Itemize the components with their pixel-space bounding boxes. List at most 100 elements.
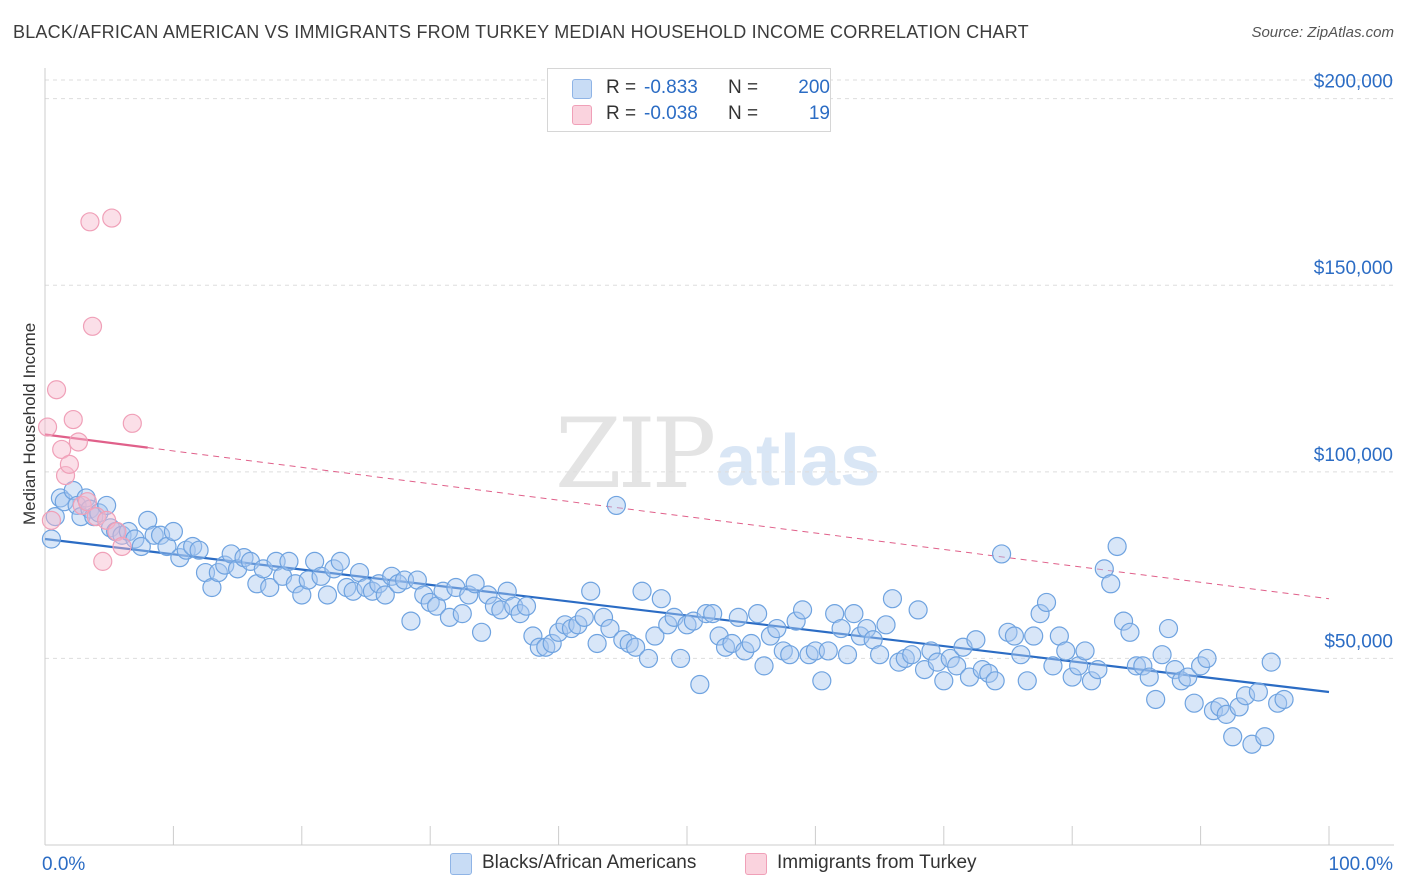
grid-lines [45, 79, 1394, 659]
data-point-blacks [869, 645, 890, 665]
data-point-blacks [523, 626, 543, 646]
data-point-blacks [144, 525, 164, 545]
data-point-blacks [330, 551, 350, 571]
data-point-blacks [324, 559, 344, 579]
legend-r-value: -0.038 [644, 103, 698, 124]
data-point-turkey [52, 439, 72, 460]
legend-swatch-blacks [572, 79, 592, 99]
data-point-blacks [1030, 604, 1050, 624]
y-axis-label: Median Household Income [20, 322, 39, 525]
data-point-blacks [1261, 652, 1281, 672]
data-point-blacks [1190, 656, 1211, 676]
data-point-turkey [55, 465, 76, 486]
data-point-turkey [63, 409, 83, 430]
data-point-blacks [626, 637, 646, 657]
data-point-blacks [1139, 667, 1159, 687]
data-point-blacks [979, 663, 999, 683]
y-tick-label: $100,000 [1314, 445, 1393, 466]
data-point-turkey [102, 208, 122, 228]
data-point-blacks [1107, 536, 1127, 557]
y-tick-label: $200,000 [1314, 72, 1393, 93]
data-point-blacks [645, 626, 665, 646]
data-point-blacks [837, 645, 858, 665]
data-point-blacks [343, 581, 363, 601]
x-tick-label-start: 0.0% [42, 854, 85, 875]
data-point-blacks [465, 574, 485, 594]
data-point-blacks [690, 674, 710, 695]
data-point-blacks [1158, 618, 1179, 639]
y-tick-label: $50,000 [1324, 631, 1393, 652]
data-point-blacks [1223, 727, 1243, 747]
data-point-blacks [317, 585, 338, 605]
data-point-blacks [831, 618, 851, 639]
data-point-turkey [41, 510, 62, 530]
chart-title: BLACK/AFRICAN AMERICAN VS IMMIGRANTS FRO… [13, 22, 1029, 42]
data-point-blacks [260, 577, 280, 598]
data-point-blacks [1075, 641, 1095, 661]
data-point-blacks [1024, 626, 1044, 646]
data-point-blacks [471, 622, 492, 642]
data-point-blacks [459, 585, 479, 605]
data-point-turkey [46, 380, 67, 400]
data-point-blacks [1120, 622, 1140, 642]
data-point-blacks [382, 566, 402, 586]
data-point-blacks [1229, 697, 1249, 717]
data-point-blacks [767, 618, 787, 639]
data-point-blacks [1255, 727, 1275, 747]
data-point-turkey [112, 536, 132, 557]
data-point-blacks [1126, 656, 1147, 676]
data-point-blacks [298, 570, 318, 590]
y-tick-label: $150,000 [1314, 258, 1393, 279]
data-point-blacks [510, 604, 530, 624]
data-point-blacks [670, 648, 691, 669]
data-point-blacks [934, 671, 954, 691]
data-point-blacks [1178, 667, 1198, 687]
data-point-blacks [908, 600, 928, 620]
data-point-blacks [741, 633, 761, 654]
legend-r-value: -0.833 [644, 77, 698, 98]
data-point-blacks [818, 641, 838, 661]
data-point-blacks [587, 633, 607, 654]
data-point-blacks [1274, 689, 1294, 710]
data-point-turkey [122, 413, 142, 433]
data-point-turkey [80, 212, 100, 232]
source-label: Source: ZipAtlas.com [1251, 24, 1394, 41]
data-point-turkey [68, 432, 88, 452]
data-point-blacks [760, 626, 781, 646]
data-point-blacks [1036, 592, 1057, 613]
data-point-blacks [1017, 671, 1037, 691]
data-point-blacks [844, 604, 864, 624]
data-point-blacks [362, 581, 383, 601]
data-point-blacks [1088, 660, 1108, 680]
bottom-legend-label-blacks: Blacks/African Americans [482, 852, 697, 873]
data-point-blacks [947, 656, 967, 676]
data-point-turkey [59, 454, 79, 474]
data-point-blacks [876, 615, 896, 635]
data-point-turkey [77, 492, 97, 512]
watermark-zip: ZIP [555, 398, 716, 510]
data-point-blacks [857, 618, 877, 639]
data-point-blacks [780, 645, 800, 665]
legend-n-label: N = [728, 103, 759, 124]
watermark-atlas: atlas [716, 421, 881, 501]
data-point-turkey [107, 521, 127, 542]
data-point-blacks [1210, 697, 1230, 717]
data-point-blacks [285, 574, 305, 594]
data-point-blacks [748, 604, 768, 624]
data-point-blacks [189, 540, 209, 560]
data-point-blacks [927, 652, 947, 672]
data-point-blacks [542, 633, 562, 654]
data-point-blacks [658, 615, 678, 635]
data-point-blacks [754, 656, 774, 676]
data-point-blacks [208, 562, 228, 583]
data-point-blacks [1011, 645, 1031, 665]
legend-n-value: 19 [808, 103, 830, 124]
data-point-blacks [491, 600, 511, 620]
data-point-blacks [1081, 671, 1102, 691]
data-point-blacks [1133, 656, 1153, 676]
trend-line-turkey-solid [44, 433, 148, 449]
data-point-blacks [902, 645, 922, 665]
data-point-blacks [170, 548, 190, 568]
data-point-blacks [1004, 626, 1025, 646]
data-point-blacks [651, 589, 671, 609]
